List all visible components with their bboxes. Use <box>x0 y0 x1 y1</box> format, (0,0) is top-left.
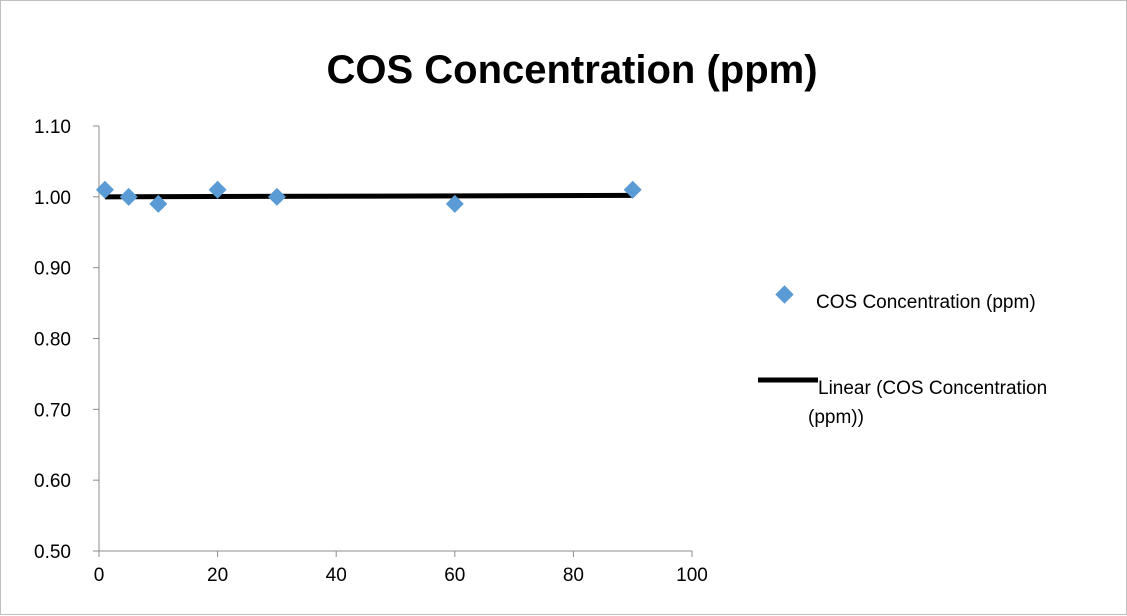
data-point <box>149 194 168 213</box>
data-point <box>267 187 286 206</box>
y-tick-label: 0.70 <box>34 400 71 421</box>
trendline <box>104 192 633 200</box>
y-tick-label: 0.60 <box>34 471 71 492</box>
data-point <box>623 180 642 199</box>
x-tick-label: 0 <box>94 565 105 586</box>
legend-label-series: COS Concentration (ppm) <box>816 292 1036 313</box>
y-tick-label: 0.80 <box>34 330 71 351</box>
x-tick-label: 80 <box>563 565 584 586</box>
data-points <box>95 180 642 213</box>
legend-label-trendline-line1: Linear (COS Concentration <box>818 378 1047 399</box>
y-tick-label: 1.10 <box>34 117 71 138</box>
y-tick-label: 0.90 <box>34 259 71 280</box>
legend-marker-diamond <box>775 285 794 304</box>
y-tick-label: 1.00 <box>34 188 71 209</box>
x-axis-ticks: 0 20 40 60 80 100 <box>94 551 708 586</box>
legend: COS Concentration (ppm) Linear (COS Conc… <box>758 285 1047 428</box>
y-tick-label: 0.50 <box>34 542 71 563</box>
y-axis-ticks: 0.50 0.60 0.70 0.80 0.90 1.00 1.10 <box>34 117 99 563</box>
legend-label-trendline-line2: (ppm)) <box>808 407 864 428</box>
data-point <box>445 194 464 213</box>
data-point <box>95 180 114 199</box>
x-tick-label: 100 <box>676 565 708 586</box>
chart-title: COS Concentration (ppm) <box>326 48 817 92</box>
x-tick-label: 60 <box>444 565 465 586</box>
trendline-layer <box>104 192 633 200</box>
data-point <box>119 187 138 206</box>
plot-area: 0 20 40 60 80 100 0.50 0.60 0.70 0.80 0.90 1.00 1.1… <box>34 117 708 586</box>
data-point <box>208 180 227 199</box>
x-tick-label: 40 <box>326 565 347 586</box>
x-tick-label: 20 <box>207 565 228 586</box>
